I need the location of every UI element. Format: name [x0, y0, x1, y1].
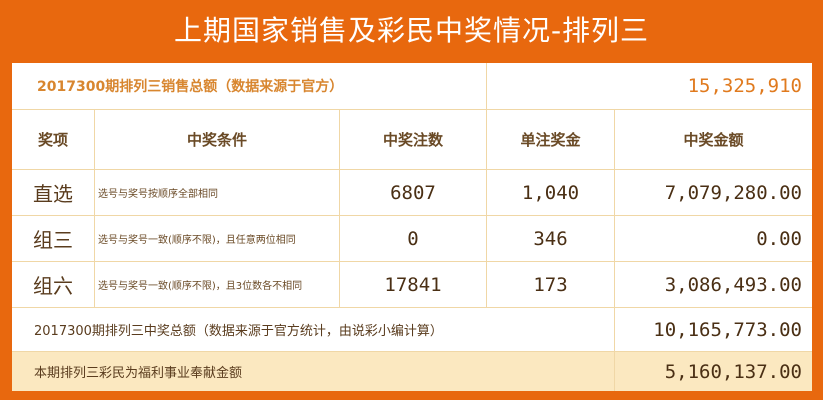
- welfare-value: 5,160,137.00: [615, 352, 812, 391]
- row-condition: 选号与奖号一致(顺序不限)，且3位数各不相同: [95, 262, 340, 308]
- row-amount: 7,079,280.00: [615, 170, 812, 216]
- row-count: 0: [340, 216, 487, 262]
- row-amount: 0.00: [615, 216, 812, 262]
- total-value: 10,165,773.00: [615, 308, 812, 352]
- lottery-table: 2017300期排列三销售总额（数据来源于官方） 15,325,910 奖项 中…: [12, 63, 812, 391]
- header-prize: 奖项: [12, 110, 95, 170]
- row-prize: 直选: [12, 170, 95, 216]
- total-label: 2017300期排列三中奖总额（数据来源于官方统计，由说彩小编计算）: [12, 308, 615, 352]
- header-bonus: 单注奖金: [487, 110, 615, 170]
- header-amount: 中奖金额: [615, 110, 812, 170]
- header-condition: 中奖条件: [95, 110, 340, 170]
- row-amount: 3,086,493.00: [615, 262, 812, 308]
- row-count: 6807: [340, 170, 487, 216]
- welfare-label: 本期排列三彩民为福利事业奉献金额: [12, 352, 615, 391]
- header-count: 中奖注数: [340, 110, 487, 170]
- page-title: 上期国家销售及彩民中奖情况-排列三: [173, 14, 650, 47]
- row-bonus: 346: [487, 216, 615, 262]
- row-count: 17841: [340, 262, 487, 308]
- row-condition: 选号与奖号一致(顺序不限)，且任意两位相同: [95, 216, 340, 262]
- sales-label: 2017300期排列三销售总额（数据来源于官方）: [12, 63, 487, 110]
- sales-value: 15,325,910: [487, 63, 812, 110]
- row-condition: 选号与奖号按顺序全部相同: [95, 170, 340, 216]
- row-bonus: 1,040: [487, 170, 615, 216]
- row-bonus: 173: [487, 262, 615, 308]
- row-prize: 组三: [12, 216, 95, 262]
- row-prize: 组六: [12, 262, 95, 308]
